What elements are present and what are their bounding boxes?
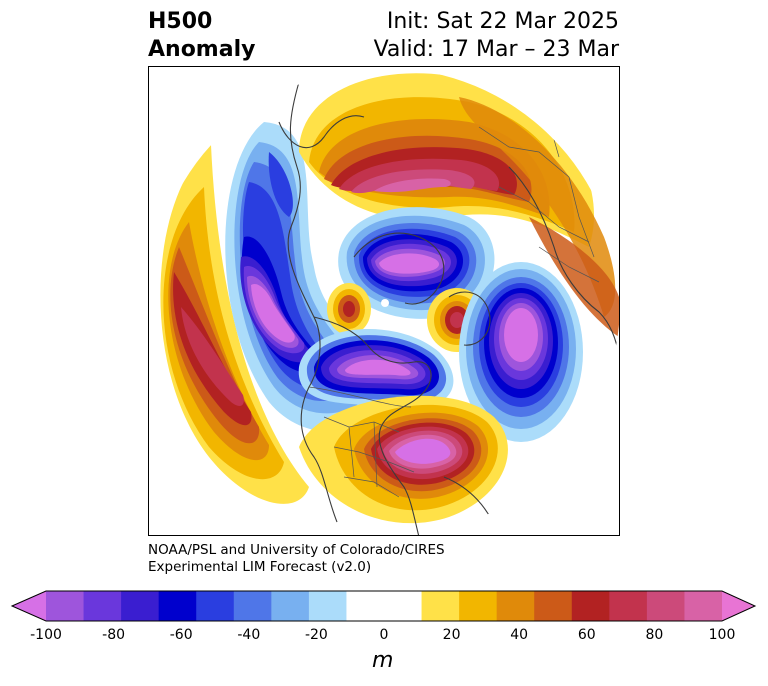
forecast-dates: Init: Sat 22 Mar 2025 Valid: 17 Mar – 23… [374,8,619,64]
hudson-bay-trough [298,329,454,408]
title-line-1: H500 [148,9,213,34]
anomaly-map [148,66,620,536]
colorbar-cell [646,591,685,621]
colorbar-tick-label: 100 [708,627,736,643]
colorbar-tick-labels: -100 -80 -60 -40 -20 0 20 40 60 80 100 [0,627,768,647]
arctic-trough [338,207,495,319]
colorbar-tick-label: 40 [510,627,529,643]
colorbar-cell [571,591,610,621]
colorbar-tick-label: -100 [30,627,62,643]
colorbar-max-extend-arrow [722,591,755,621]
colorbar-cell [534,591,573,621]
colorbar-cell [121,591,160,621]
colorbar-cell [308,591,347,621]
credit-line-1: NOAA/PSL and University of Colorado/CIRE… [148,542,445,558]
credit-line-2: Experimental LIM Forecast (v2.0) [148,559,372,575]
colorbar-cell [609,591,648,621]
colorbar-tick-label: 0 [379,627,389,643]
colorbar-tick-label: 20 [442,627,461,643]
colorbar-units-label: m [372,648,394,673]
colorbar-tick-label: -20 [304,627,328,643]
map-svg [160,73,619,535]
colorbar-cell [271,591,310,621]
colorbar-cell [83,591,122,621]
title-line-2: Anomaly [148,37,256,62]
colorbar-cell [684,591,723,621]
colorbar-cell [233,591,272,621]
colorbar-tick-label: -40 [237,627,261,643]
colorbar-cell [196,591,235,621]
colorbar-cell [158,591,197,621]
beaufort-ridge [327,283,371,335]
colorbar-tick-label: -60 [169,627,193,643]
valid-date-label: Valid: 17 Mar – 23 Mar [373,37,619,62]
north-pacific-ridge [160,145,309,504]
colorbar-cell [46,591,85,621]
colorbar [10,590,757,622]
colorbar-cell [496,591,535,621]
north-pole-marker [381,299,389,307]
chart-title: H500 Anomaly [148,8,255,64]
north-atlantic-trough [459,262,583,442]
init-date-label: Init: Sat 22 Mar 2025 [386,9,619,34]
colorbar-cell [421,591,460,621]
colorbar-cell [384,591,423,621]
colorbar-tick-label: 80 [645,627,664,643]
eastern-us-ridge [299,395,508,524]
colorbar-min-extend-arrow [12,591,46,621]
colorbar-cell [346,591,385,621]
credit-text: NOAA/PSL and University of Colorado/CIRE… [148,542,445,576]
colorbar-cell [459,591,498,621]
colorbar-tick-label: -80 [102,627,126,643]
siberia-ridge [299,73,619,337]
colorbar-tick-label: 60 [577,627,596,643]
colorbar-outline [10,590,757,622]
